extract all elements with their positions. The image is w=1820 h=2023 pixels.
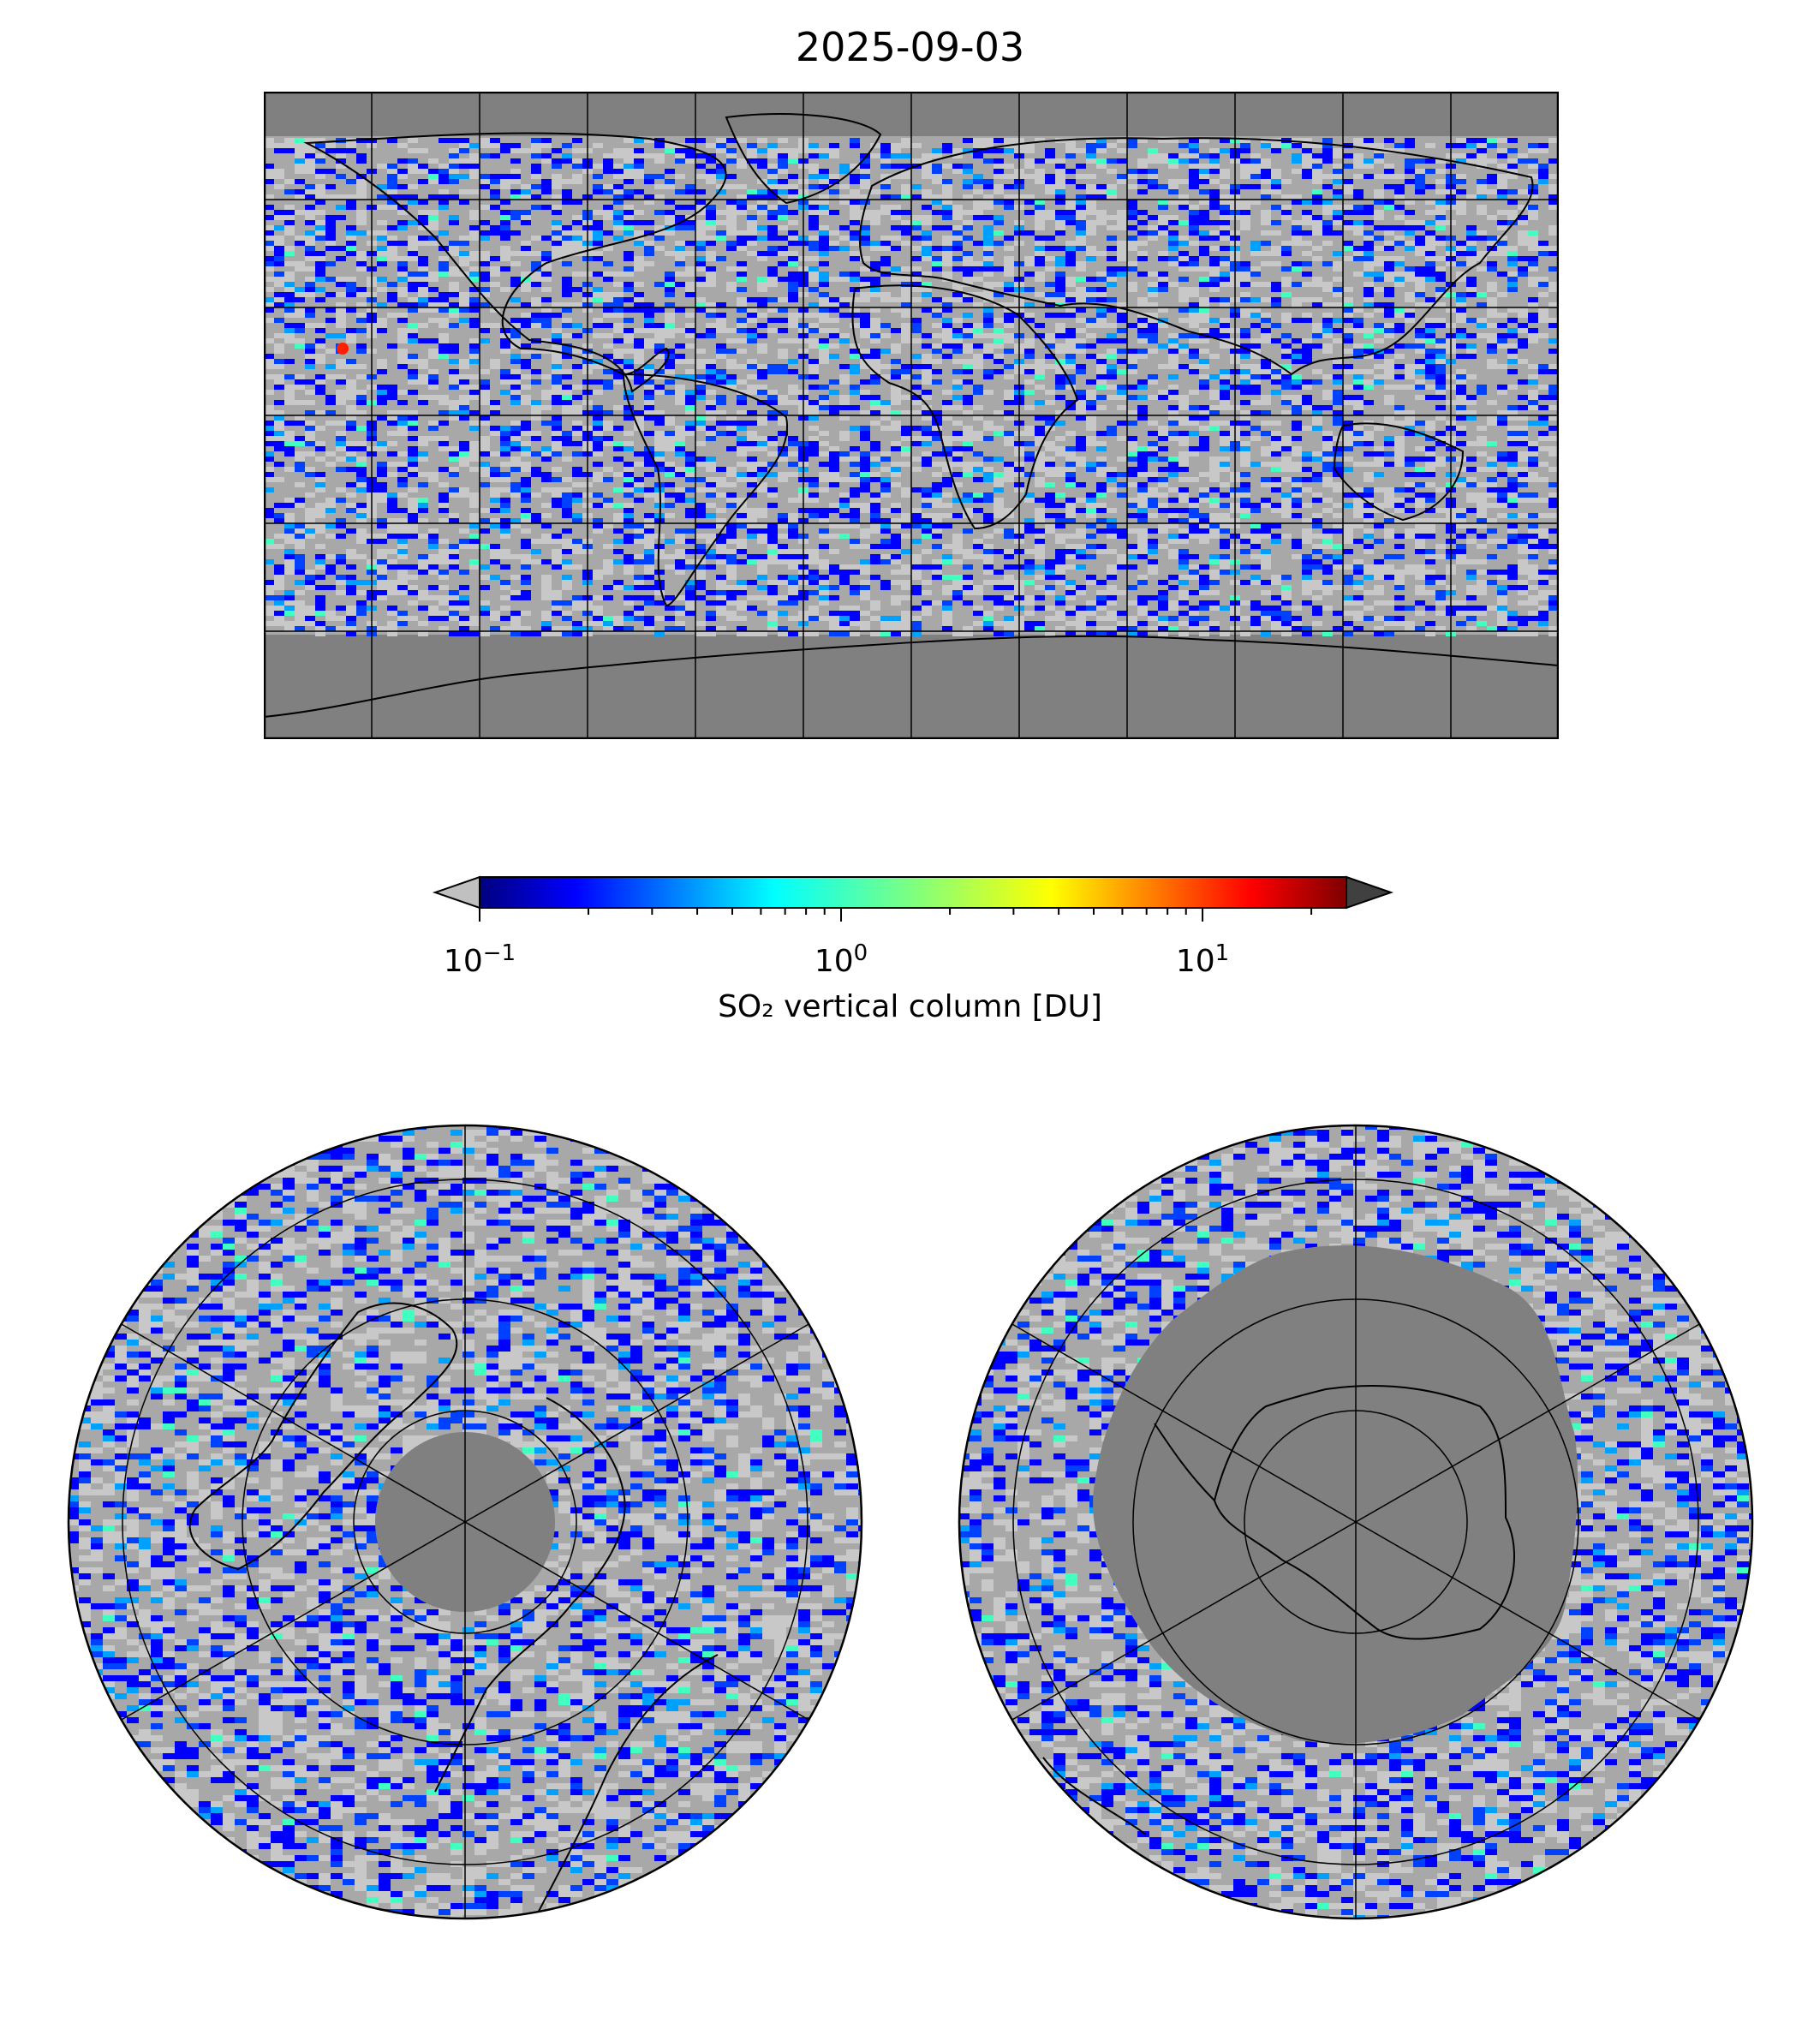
global-map-svg [264,92,1559,739]
graticule [264,92,1559,739]
coastline-australia [1333,422,1465,522]
north-polar-map [67,1124,863,1920]
north-graticule [119,1125,811,1919]
colorbar-tick-label: 101 [1175,940,1230,979]
colorbar-label: SO₂ vertical column [DU] [718,989,1102,1024]
coastline-south-america [622,373,789,607]
south-no-data-region [1093,1245,1578,1744]
coastlines [264,113,1559,718]
colorbar-under-triangle [432,875,480,910]
coastline-antarctica [264,635,1559,718]
colorbar-tick-label: 100 [814,940,868,979]
colorbar-svg [432,875,1394,922]
south-coastlines [1042,1385,1515,1835]
coastline-greenland [725,113,882,205]
colorbar-tick-label: 10−1 [443,940,516,979]
colorbar [428,874,1396,942]
north-polar-svg [67,1124,863,1920]
figure-title: 2025-09-03 [795,24,1025,70]
colorbar-over-triangle [1346,875,1394,910]
coastline-africa [851,284,1079,530]
south-polar-svg [958,1124,1754,1920]
south-graticule [1010,1125,1702,1919]
colorbar-tick-marks [479,908,1313,922]
coastline-north-america [303,132,727,393]
so2-hotspot [337,343,349,355]
global-map [264,92,1559,739]
south-polar-map [958,1124,1754,1920]
north-coastlines [188,1302,719,1919]
coastline-eurasia [858,137,1534,376]
map-frame [264,92,1559,739]
colorbar-gradient [480,877,1346,908]
